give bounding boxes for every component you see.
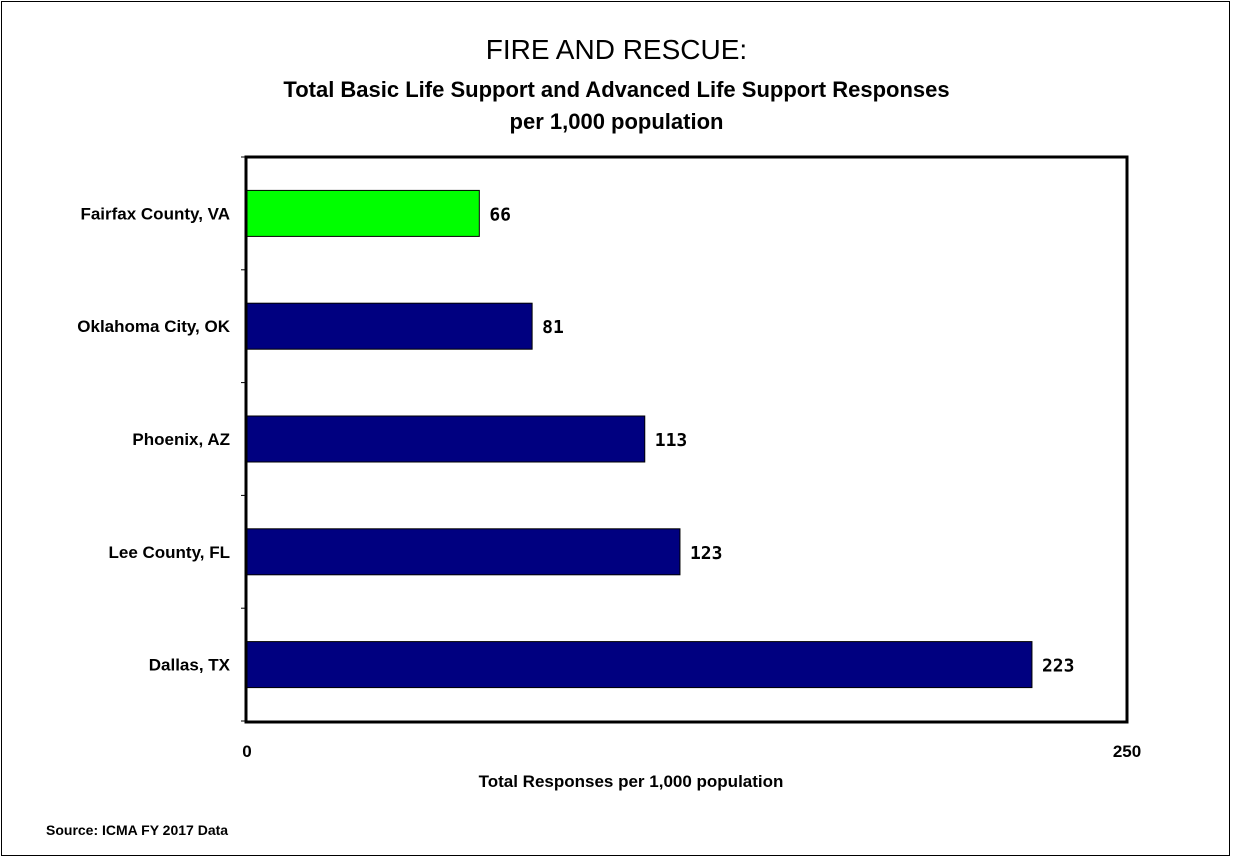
category-label-4: Dallas, TX — [149, 656, 231, 675]
data-label-2: 113 — [655, 430, 688, 451]
x-tick-label-min: 0 — [242, 742, 251, 761]
bar-3 — [246, 528, 681, 576]
category-label-1: Oklahoma City, OK — [77, 317, 230, 336]
category-label-3: Lee County, FL — [108, 543, 230, 562]
data-label-3: 123 — [690, 543, 723, 564]
x-tick-label-max: 250 — [1113, 742, 1141, 761]
bars-group: Fairfax County, VA 66 Oklahoma City, OK 81 P… — [77, 156, 1075, 722]
data-label-0: 66 — [489, 204, 511, 225]
source-note: Source: ICMA FY 2017 Data — [46, 822, 229, 838]
bar-4 — [246, 641, 1033, 689]
data-label-1: 81 — [542, 317, 564, 338]
category-label-0: Fairfax County, VA — [80, 204, 230, 223]
chart-title: FIRE AND RESCUE: — [485, 34, 748, 65]
data-label-4: 223 — [1042, 656, 1075, 677]
bar-2 — [246, 415, 646, 463]
chart-subtitle-line-2: per 1,000 population — [509, 109, 724, 134]
plot-area — [244, 155, 1129, 724]
bar-1 — [246, 302, 533, 350]
bar-0 — [246, 189, 480, 237]
chart-subtitle-line-1: Total Basic Life Support and Advanced Li… — [283, 77, 950, 102]
category-label-2: Phoenix, AZ — [132, 430, 230, 449]
x-axis-title: Total Responses per 1,000 population — [479, 772, 784, 791]
